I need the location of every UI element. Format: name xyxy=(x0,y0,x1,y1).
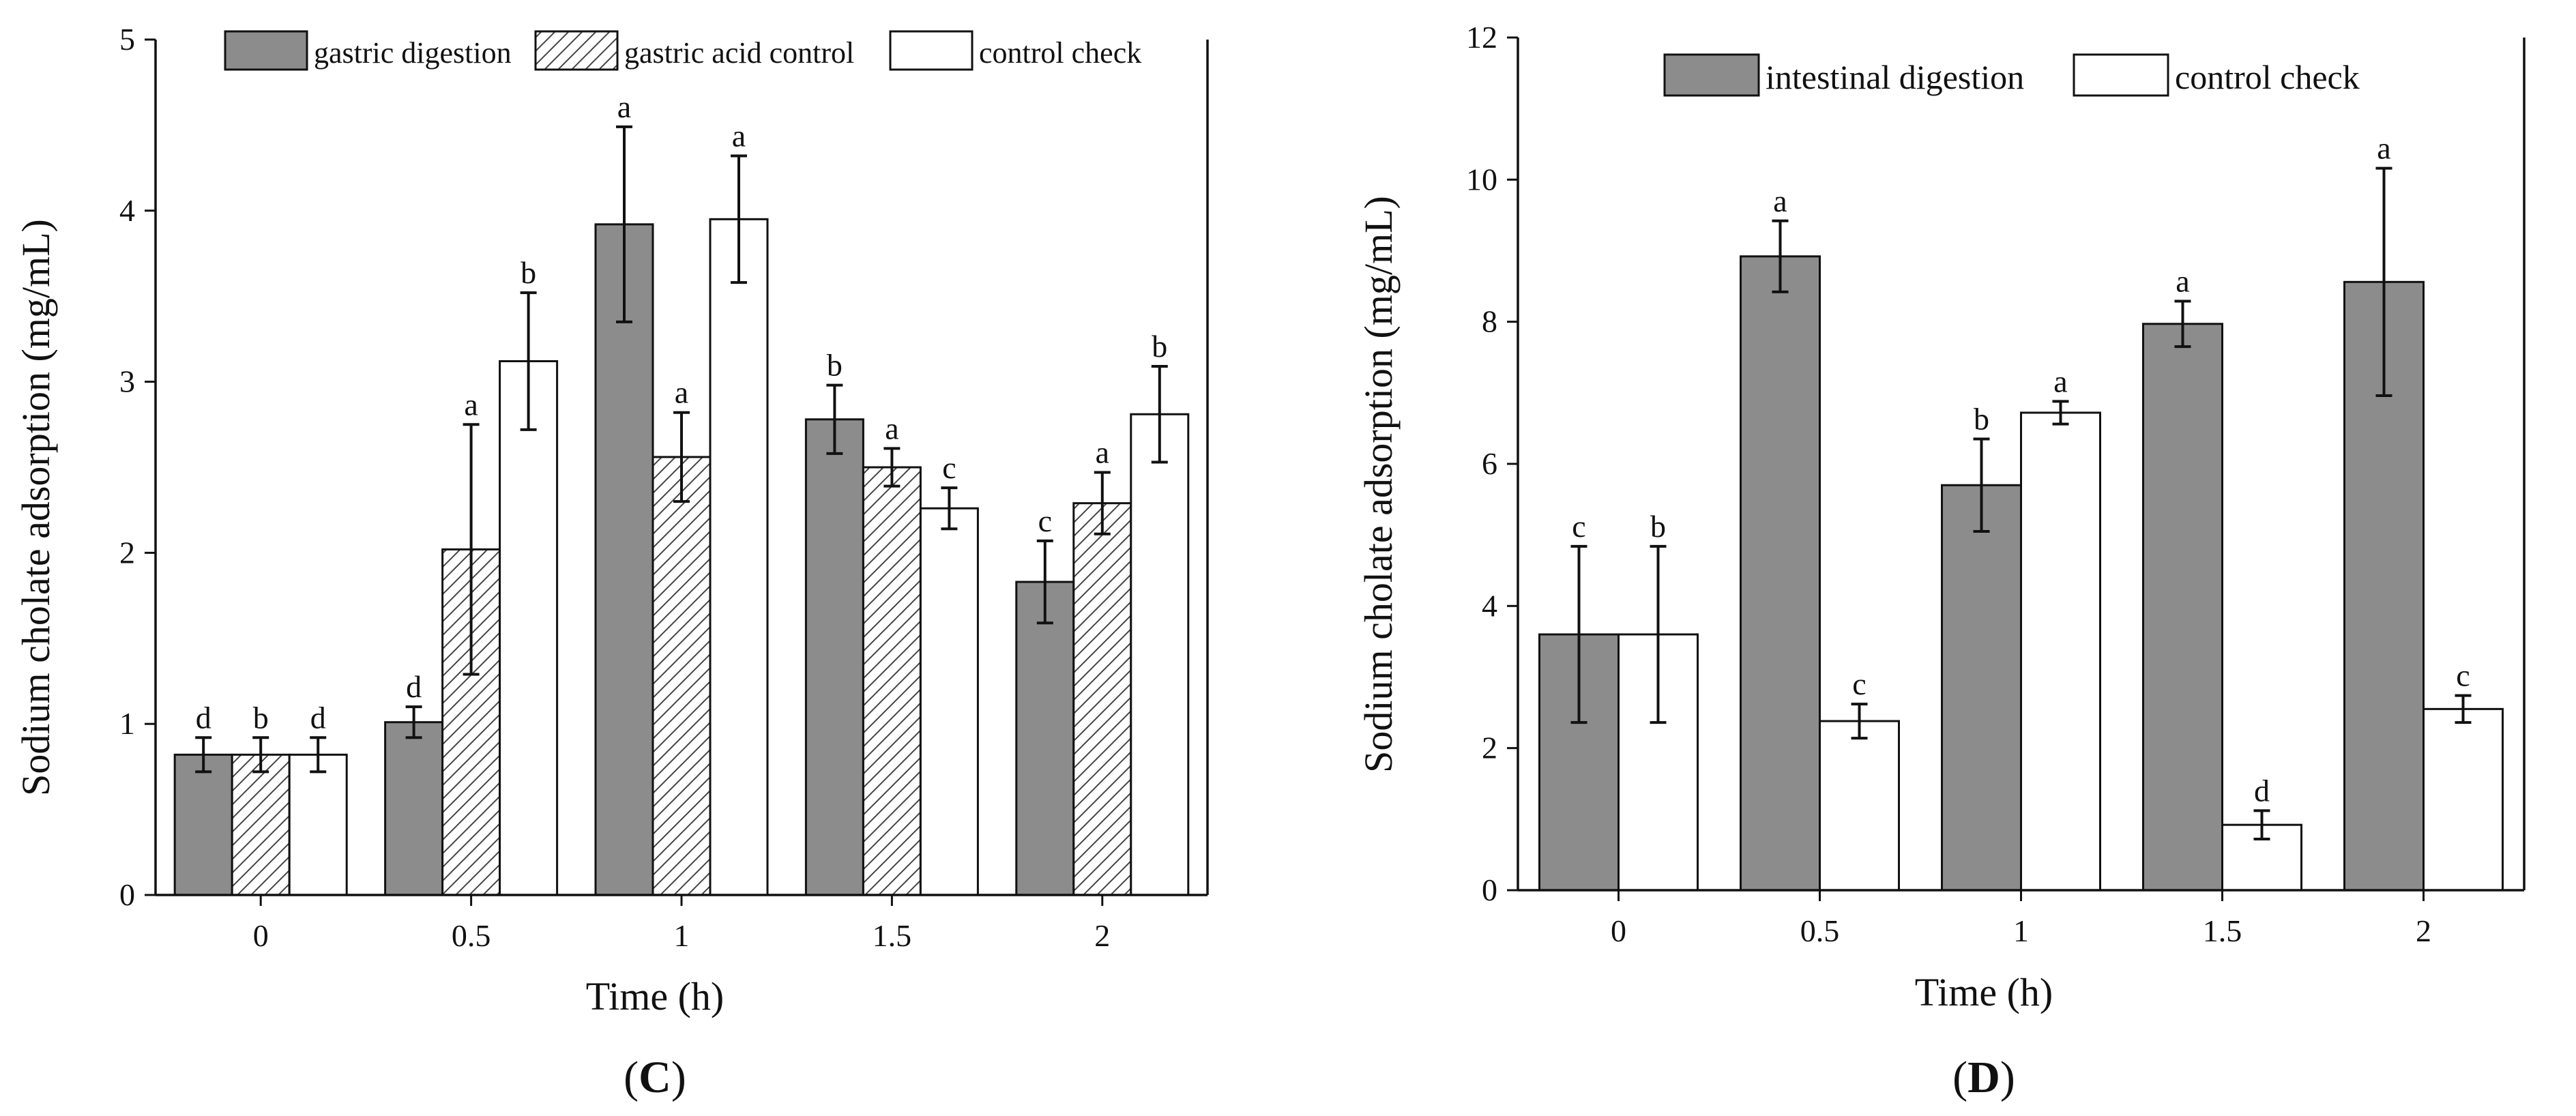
chart-d-xtick-label-2: 1 xyxy=(2013,913,2029,948)
chart-c-bar-gray-2 xyxy=(594,223,654,896)
chart-c-bar-gray-1 xyxy=(384,721,444,896)
chart-c-letter-white-0: d xyxy=(310,700,326,735)
chart-c-letter-white-2: a xyxy=(732,119,746,153)
chart-c-bar-white-0 xyxy=(288,753,348,896)
chart-c-letter-hatch-2: a xyxy=(675,375,688,410)
chart-d-bar-white-4 xyxy=(2423,707,2504,892)
chart-d-letter-white-1: c xyxy=(1852,666,1866,701)
chart-d-bar-gray-1 xyxy=(1740,255,1821,892)
chart-c-legend-label-gray: gastric digestion xyxy=(314,36,512,70)
chart-c-bar-hatch-0 xyxy=(231,753,291,896)
chart-d-ytick-label-6: 12 xyxy=(1466,20,1497,55)
chart-c-legend-label-white: control check xyxy=(979,36,1141,70)
chart-c-xtick-label-0: 0 xyxy=(253,918,269,953)
chart-c-ytick-label-5: 5 xyxy=(119,22,135,57)
chart-c-panel-open: ( xyxy=(624,1053,639,1102)
chart-c-ylabel: Sodium cholate adsorption (mg/mL) xyxy=(14,219,58,796)
chart-c-letter-gray-0: d xyxy=(196,700,211,735)
chart-c-letter-hatch-4: a xyxy=(1096,435,1109,470)
chart-c-ytick-label-2: 2 xyxy=(119,535,135,570)
chart-c-bar-hatch-3 xyxy=(862,466,922,896)
chart-d-letter-white-4: c xyxy=(2456,658,2470,693)
chart-d-panel-close: ) xyxy=(2000,1053,2015,1102)
chart-c-letter-gray-4: c xyxy=(1038,503,1052,538)
chart-c-xtick-label-3: 1.5 xyxy=(873,918,912,953)
chart-d-letter-white-3: d xyxy=(2254,773,2270,808)
chart-d-xtick-label-4: 2 xyxy=(2416,913,2431,948)
chart-d-panel-open: ( xyxy=(1952,1053,1967,1102)
chart-d-panel-label: (D) xyxy=(1952,1053,2015,1102)
chart-d-ytick-label-3: 6 xyxy=(1482,446,1497,481)
chart-c-letter-gray-1: d xyxy=(406,669,422,704)
chart-c-bar-hatch-4 xyxy=(1072,502,1132,896)
chart-c-legend-swatch-gray xyxy=(224,30,308,71)
chart-c-xlabel: Time (h) xyxy=(586,974,724,1018)
chart-d-letter-white-2: a xyxy=(2053,364,2067,398)
chart-c-bar-white-4 xyxy=(1130,413,1190,896)
chart-d-legend-label-gray: intestinal digestion xyxy=(1766,58,2024,96)
chart-d-letter-gray-4: a xyxy=(2377,131,2390,166)
chart-d-letter-gray-3: a xyxy=(2176,263,2189,298)
chart-c-letter-white-3: c xyxy=(942,450,956,485)
chart-d-bar-gray-3 xyxy=(2142,323,2223,892)
chart-d-legend-swatch-white xyxy=(2073,53,2169,97)
chart-d-legend-swatch-gray xyxy=(1663,53,1760,97)
chart-c-bar-gray-0 xyxy=(173,753,233,896)
chart-d-bar-white-2 xyxy=(2020,411,2101,892)
chart-c-panel-close: ) xyxy=(671,1053,686,1102)
chart-d: c b 0 a c 0.5 b a 1 a d 1.5 a c 2 0 2 4 6 8 10 12 intestinal d… xyxy=(1466,20,2526,948)
chart-d-bar-gray-2 xyxy=(1941,484,2022,892)
chart-c-panel-label: (C) xyxy=(624,1053,686,1102)
chart-d-ytick-label-2: 4 xyxy=(1482,588,1497,623)
chart-c-panel-letter: C xyxy=(639,1053,671,1102)
chart-c-ytick-label-4: 4 xyxy=(119,193,135,228)
chart-c-ytick-label-1: 1 xyxy=(119,706,135,741)
chart-c-bar-white-3 xyxy=(919,507,979,896)
chart-c-letter-gray-3: b xyxy=(827,348,843,383)
chart-d-letter-gray-2: b xyxy=(1974,402,1989,437)
chart-c-legend-swatch-white xyxy=(889,30,974,71)
chart-d-xtick-label-0: 0 xyxy=(1611,913,1626,948)
chart-c-xtick-label-4: 2 xyxy=(1094,918,1110,953)
chart-c: d b d 0 d a b 0.5 a a a 1 b a c 1.5 c a b 2 0 1 2 3 4 5 gastric di… xyxy=(119,22,1209,953)
chart-c-bar-white-1 xyxy=(499,360,559,896)
chart-d-ytick-label-0: 0 xyxy=(1482,872,1497,907)
chart-c-letter-gray-2: a xyxy=(617,89,631,124)
chart-d-ytick-label-5: 10 xyxy=(1466,162,1497,196)
chart-c-ytick-label-0: 0 xyxy=(119,877,135,912)
chart-d-letter-gray-0: c xyxy=(1572,509,1585,544)
chart-c-bar-gray-3 xyxy=(804,418,864,896)
chart-c-legend-swatch-hatch xyxy=(534,30,619,71)
chart-d-bar-white-1 xyxy=(1819,720,1900,892)
chart-c-xtick-label-1: 0.5 xyxy=(452,918,491,953)
chart-c-letter-hatch-1: a xyxy=(464,387,478,422)
chart-d-legend-label-white: control check xyxy=(2175,58,2360,96)
chart-d-xlabel: Time (h) xyxy=(1915,970,2053,1014)
chart-d-letter-gray-1: a xyxy=(1773,183,1787,218)
chart-c-letter-white-1: b xyxy=(521,255,536,290)
chart-c-letter-white-4: b xyxy=(1152,329,1167,364)
chart-d-panel-letter: D xyxy=(1967,1053,2000,1102)
chart-d-xtick-label-1: 0.5 xyxy=(1800,913,1840,948)
chart-c-bar-gray-4 xyxy=(1015,581,1075,896)
chart-d-letter-white-0: b xyxy=(1650,509,1666,544)
chart-d-ytick-label-1: 2 xyxy=(1482,731,1497,765)
chart-c-bar-hatch-2 xyxy=(652,456,712,896)
chart-d-xtick-label-3: 1.5 xyxy=(2203,913,2242,948)
chart-c-legend-label-hatch: gastric acid control xyxy=(624,36,854,70)
chart-c-ytick-label-3: 3 xyxy=(119,364,135,399)
chart-c-letter-hatch-0: b xyxy=(253,700,269,735)
chart-c-xtick-label-2: 1 xyxy=(674,918,690,953)
chart-c-letter-hatch-3: a xyxy=(885,411,898,445)
chart-d-ytick-label-4: 8 xyxy=(1482,304,1497,339)
chart-d-ylabel: Sodium cholate adsorption (mg/mL) xyxy=(1356,196,1401,773)
chart-c-bar-white-2 xyxy=(709,218,769,896)
